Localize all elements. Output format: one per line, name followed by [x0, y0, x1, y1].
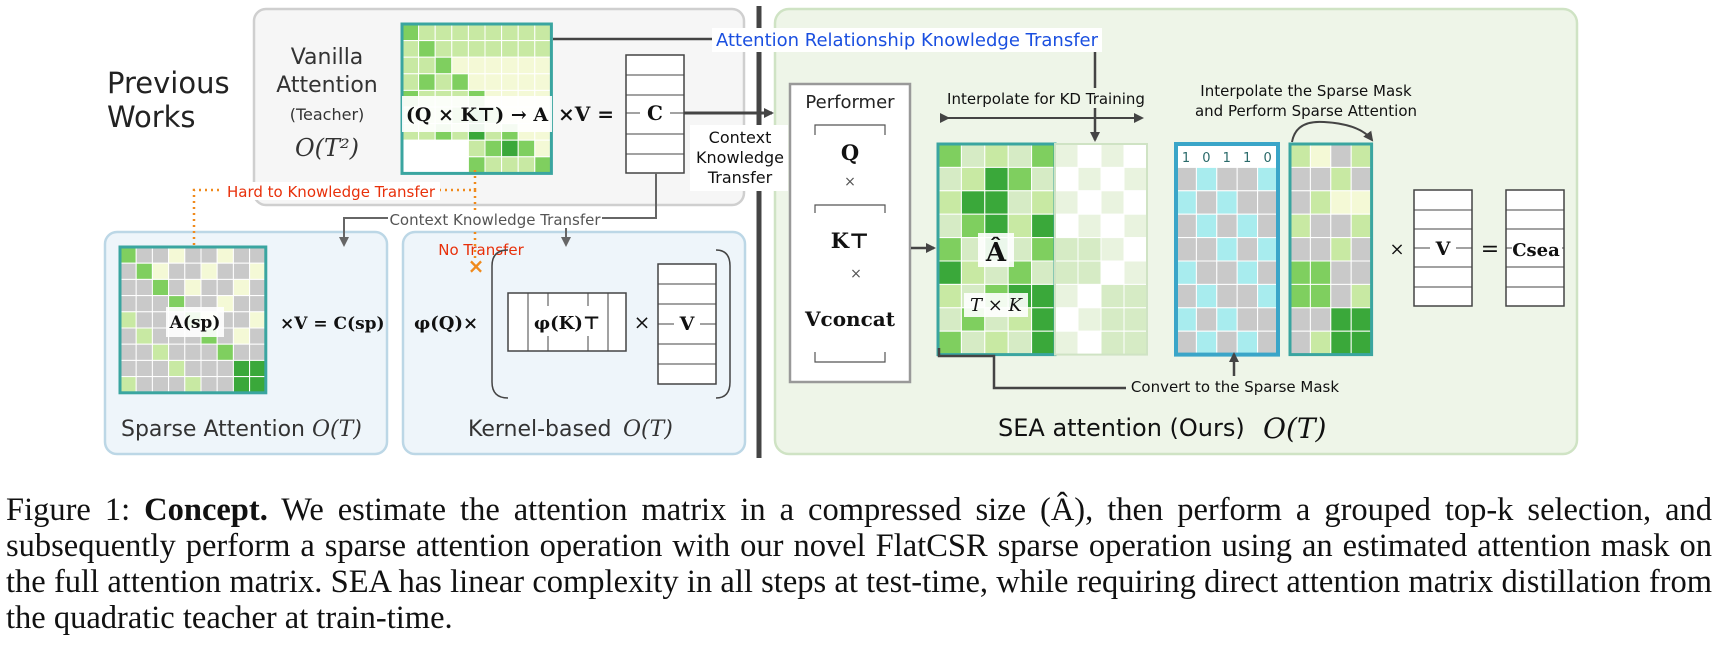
- context-transfer-1: Context: [709, 128, 772, 147]
- mask-bit: 1: [1182, 151, 1190, 166]
- a-hat-label: Â: [985, 236, 1007, 268]
- context-transfer-3: Transfer: [707, 168, 773, 187]
- mask-bit: 1: [1243, 151, 1251, 166]
- txk-label: T × K: [970, 295, 1024, 316]
- sea-complexity: O(T): [1263, 412, 1326, 445]
- sparse-complexity: O(T): [312, 417, 362, 442]
- teacher-title-1: Vanilla: [291, 45, 364, 70]
- performer-v-concat: Vconcat: [804, 307, 896, 331]
- sea-v: V: [1435, 238, 1452, 260]
- sea-interpolated-matrix: [1054, 143, 1148, 356]
- interp-sparse-1: Interpolate the Sparse Mask: [1200, 82, 1412, 100]
- teacher-c: C: [647, 101, 663, 125]
- sea-times-v: ×: [1389, 239, 1404, 260]
- performer-k: K⊤: [831, 228, 869, 253]
- kernel-bracket-right: [715, 249, 731, 399]
- performer-label: Performer: [805, 92, 895, 113]
- interp-kd-label: Interpolate for KD Training: [947, 90, 1145, 108]
- caption-bold: Concept.: [144, 492, 268, 528]
- context-transfer-2: Knowledge: [696, 148, 784, 167]
- mask-bit: 0: [1263, 151, 1271, 166]
- caption-prefix: Figure 1:: [6, 492, 145, 528]
- mask-bit: 1: [1223, 151, 1231, 166]
- sea-title: SEA attention (Ours): [998, 414, 1245, 442]
- performer-times-1: ×: [844, 174, 856, 190]
- sparse-expr: ×V = C(sp): [280, 314, 385, 334]
- performer-box: [788, 82, 912, 384]
- concept-figure: Previous Works Vanilla Attention (Teacher…: [103, 6, 1579, 458]
- teacher-subtitle: (Teacher): [290, 105, 365, 124]
- sparse-title: Sparse Attention: [121, 417, 305, 442]
- kernel-phi-q: φ(Q)×: [414, 313, 478, 334]
- mask-bit: 0: [1202, 151, 1210, 166]
- kernel-title: Kernel-based: [468, 417, 611, 442]
- teacher-expr: (Q × K⊤) → A: [406, 104, 549, 126]
- hard-transfer-label: Hard to Knowledge Transfer: [227, 183, 436, 201]
- kernel-complexity: O(T): [623, 417, 673, 442]
- sea-full-attention: [1288, 142, 1374, 357]
- context-small-label: Context Knowledge Transfer: [389, 211, 601, 229]
- convert-label: Convert to the Sparse Mask: [1131, 378, 1339, 396]
- no-transfer-mark: ×: [468, 254, 485, 278]
- sparse-matrix-label: A(sp): [169, 313, 221, 333]
- caption-text: We estimate the attention matrix in a co…: [6, 492, 1712, 636]
- interp-sparse-arrow: [1291, 120, 1374, 143]
- performer-q: Q: [841, 140, 859, 165]
- attn-transfer-label: Attention Relationship Knowledge Transfe…: [716, 30, 1099, 51]
- kernel-phi-k: φ(K)⊤: [534, 313, 600, 334]
- kernel-v: V: [679, 313, 696, 335]
- no-transfer-label: No Transfer: [438, 241, 524, 259]
- kernel-times: ×: [634, 310, 651, 334]
- teacher-title-2: Attention: [276, 73, 378, 98]
- performer-times-2: ×: [850, 266, 862, 282]
- previous-works-line1: Previous Works: [107, 66, 230, 134]
- figure-caption: Figure 1: Concept. We estimate the atten…: [6, 492, 1712, 636]
- sea-sparse-mask: [1174, 142, 1280, 357]
- teacher-times-v: ×V =: [558, 102, 614, 126]
- interp-sparse-2: and Perform Sparse Attention: [1195, 102, 1417, 120]
- teacher-complexity: O(T²): [295, 134, 359, 162]
- hard-transfer-path: [192, 170, 477, 250]
- sea-c: Csea: [1512, 240, 1560, 261]
- kernel-bracket-left: [491, 249, 509, 399]
- sea-equals: =: [1481, 237, 1499, 262]
